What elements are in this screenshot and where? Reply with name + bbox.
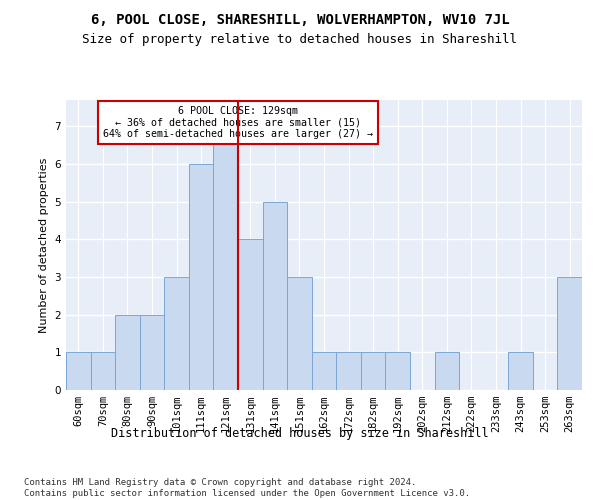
Bar	[214, 126, 238, 390]
Bar	[312, 352, 336, 390]
Text: 6, POOL CLOSE, SHARESHILL, WOLVERHAMPTON, WV10 7JL: 6, POOL CLOSE, SHARESHILL, WOLVERHAMPTON…	[91, 12, 509, 26]
Bar	[557, 277, 582, 390]
Bar	[164, 277, 189, 390]
Bar	[287, 277, 312, 390]
Text: Size of property relative to detached houses in Shareshill: Size of property relative to detached ho…	[83, 32, 517, 46]
Bar	[140, 314, 164, 390]
Bar	[336, 352, 361, 390]
Bar	[91, 352, 115, 390]
Bar	[508, 352, 533, 390]
Bar	[385, 352, 410, 390]
Y-axis label: Number of detached properties: Number of detached properties	[39, 158, 49, 332]
Bar	[361, 352, 385, 390]
Bar	[189, 164, 214, 390]
Text: Distribution of detached houses by size in Shareshill: Distribution of detached houses by size …	[111, 428, 489, 440]
Bar	[434, 352, 459, 390]
Bar	[66, 352, 91, 390]
Bar	[263, 202, 287, 390]
Bar	[238, 240, 263, 390]
Bar	[115, 314, 140, 390]
Text: Contains HM Land Registry data © Crown copyright and database right 2024.
Contai: Contains HM Land Registry data © Crown c…	[24, 478, 470, 498]
Text: 6 POOL CLOSE: 129sqm
← 36% of detached houses are smaller (15)
64% of semi-detac: 6 POOL CLOSE: 129sqm ← 36% of detached h…	[103, 106, 373, 139]
